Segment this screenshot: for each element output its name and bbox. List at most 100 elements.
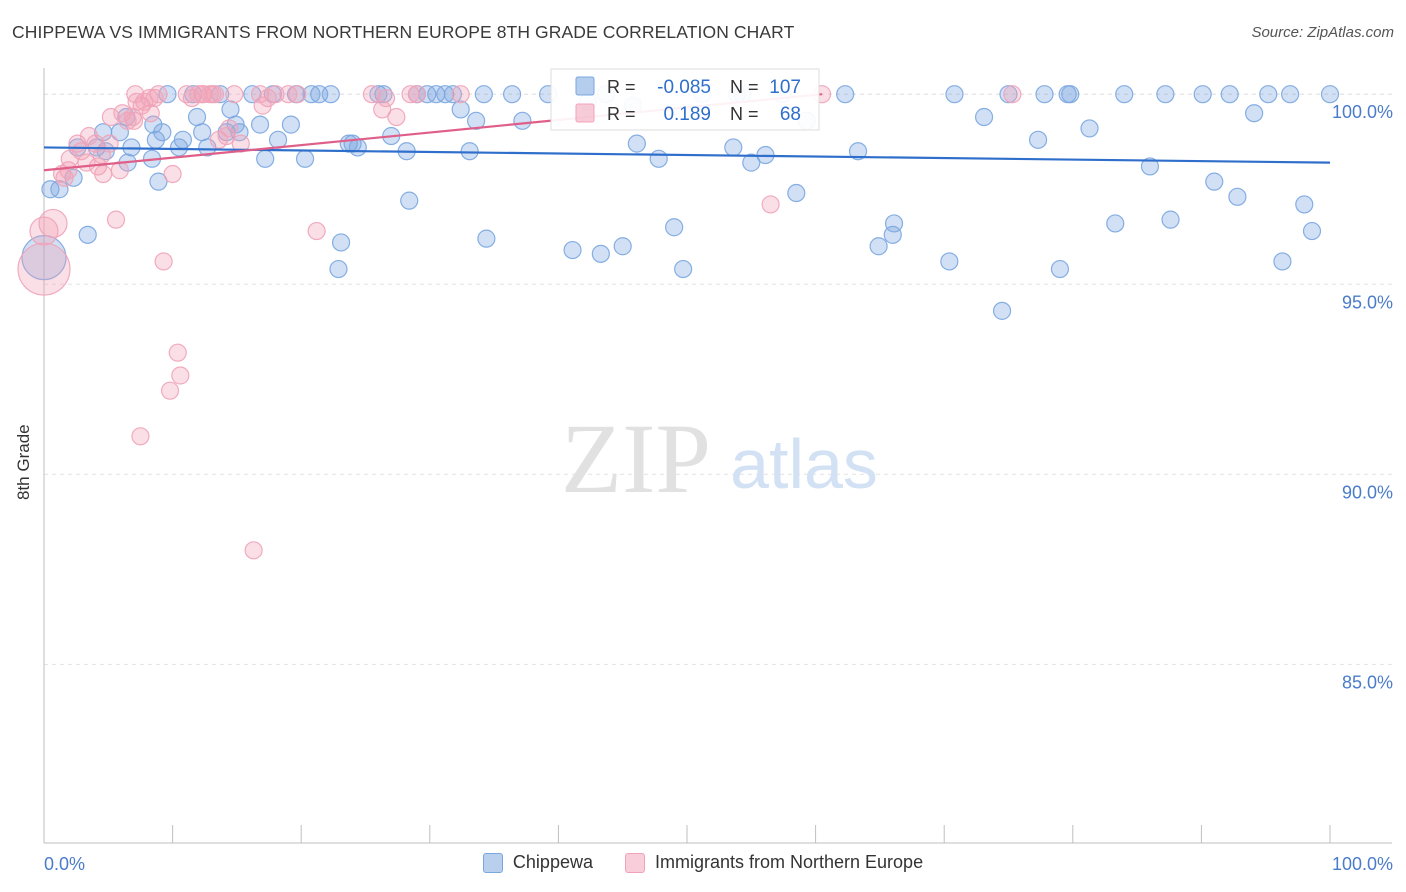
stats-swatch-chippewa: [575, 76, 595, 96]
immigrants-point: [205, 85, 225, 104]
immigrants-point: [168, 343, 187, 362]
watermark-atlas: atlas: [730, 425, 878, 503]
chippewa-point: [627, 134, 646, 153]
immigrants-point: [160, 381, 180, 400]
chippewa-point: [1193, 85, 1212, 104]
chippewa-point: [563, 240, 582, 260]
chippewa-point: [331, 233, 351, 252]
legend-label-chippewa: Chippewa: [512, 852, 593, 872]
immigrants-point: [288, 85, 307, 104]
immigrants-point: [149, 85, 168, 104]
immigrants-point: [140, 88, 159, 108]
chippewa-point: [21, 235, 67, 281]
chart-title: CHIPPEWA VS IMMIGRANTS FROM NORTHERN EUR…: [12, 22, 795, 42]
immigrants-point: [171, 366, 190, 385]
chippewa-point: [400, 191, 419, 210]
chippewa-point: [503, 85, 522, 104]
chippewa-point: [1140, 157, 1160, 176]
immigrants-point: [94, 164, 113, 184]
legend-swatch-chippewa: [482, 852, 503, 873]
legend-item-chippewa: Chippewa: [482, 852, 593, 873]
chippewa-point: [1035, 85, 1054, 104]
r-label-chippewa: R =: [607, 77, 636, 97]
chippewa-point: [250, 115, 270, 134]
chippewa-point: [302, 85, 321, 104]
legend-label-immigrants: Immigrants from Northern Europe: [654, 852, 924, 872]
chippewa-point: [348, 138, 367, 157]
chippewa-point: [1080, 119, 1099, 138]
immigrants-point: [220, 119, 239, 138]
immigrants-point: [231, 134, 250, 153]
immigrants-point: [29, 216, 59, 246]
immigrants-point: [1003, 85, 1022, 104]
chippewa-trend-line: [43, 146, 1331, 164]
chippewa-point: [436, 85, 455, 104]
grid-lines: [44, 93, 1392, 665]
chippewa-point: [999, 85, 1018, 104]
chart-legend: Chippewa Immigrants from Northern Europe: [0, 852, 1406, 873]
chippewa-point: [665, 218, 684, 237]
chippewa-point: [466, 111, 486, 130]
chippewa-point: [477, 229, 496, 248]
immigrants-point: [38, 208, 68, 239]
chippewa-point: [1028, 130, 1048, 149]
immigrants-point: [761, 195, 780, 214]
chippewa-point: [321, 85, 340, 104]
x-tick-label-min: 0.0%: [44, 854, 85, 874]
legend-item-immigrants: Immigrants from Northern Europe: [624, 852, 924, 873]
chippewa-point: [443, 85, 463, 104]
chippewa-point: [787, 183, 806, 203]
immigrants-point: [387, 107, 406, 127]
chippewa-point: [1106, 214, 1125, 233]
chippewa-point: [50, 180, 69, 199]
chippewa-point: [256, 149, 275, 168]
chippewa-point: [1259, 85, 1278, 104]
chippewa-point: [1205, 172, 1224, 191]
chippewa-point: [295, 149, 315, 168]
stats-legend-box: [550, 68, 820, 131]
immigrants-point: [141, 104, 160, 123]
y-tick-label: 90.0%: [1342, 482, 1393, 502]
chippewa-point: [153, 123, 172, 142]
immigrants-point: [79, 126, 99, 146]
watermark-zip: ZIP: [561, 403, 711, 514]
x-tick-label-max: 100.0%: [1332, 854, 1393, 874]
y-tick-label: 100.0%: [1332, 102, 1393, 122]
immigrants-point: [163, 164, 182, 184]
chippewa-point: [78, 225, 97, 244]
immigrants-point: [407, 85, 427, 104]
chippewa-point: [1273, 252, 1292, 271]
chippewa-point: [836, 85, 855, 104]
chippewa-point: [513, 111, 532, 130]
chippewa-point: [1320, 85, 1340, 104]
chippewa-point: [173, 130, 192, 149]
chippewa-point: [591, 244, 610, 263]
chippewa-point: [1156, 85, 1175, 104]
chippewa-point: [1050, 259, 1070, 279]
immigrants-point: [373, 100, 392, 119]
chippewa-point: [869, 237, 888, 256]
chippewa-point: [1281, 85, 1300, 104]
immigrants-point: [266, 85, 285, 104]
immigrants-point: [154, 252, 173, 271]
immigrants-point: [100, 134, 119, 153]
chippewa-point: [243, 85, 262, 104]
chippewa-point: [1245, 104, 1264, 123]
chippewa-point: [281, 115, 301, 134]
chippewa-point: [884, 214, 904, 233]
chippewa-point: [474, 85, 493, 104]
chippewa-point: [940, 252, 959, 271]
chippewa-point: [460, 142, 479, 161]
chippewa-point: [193, 123, 212, 142]
r-value-immigrants: 0.189: [663, 104, 711, 125]
chippewa-point: [451, 100, 470, 119]
y-tick-label: 95.0%: [1342, 292, 1393, 312]
chippewa-point: [221, 100, 240, 119]
chippewa-point: [149, 172, 168, 191]
immigrants-point: [124, 111, 144, 130]
chippewa-point: [1302, 221, 1322, 241]
chippewa-point: [724, 138, 743, 157]
immigrants-point: [225, 85, 244, 104]
n-label-chippewa: N =: [730, 77, 759, 97]
